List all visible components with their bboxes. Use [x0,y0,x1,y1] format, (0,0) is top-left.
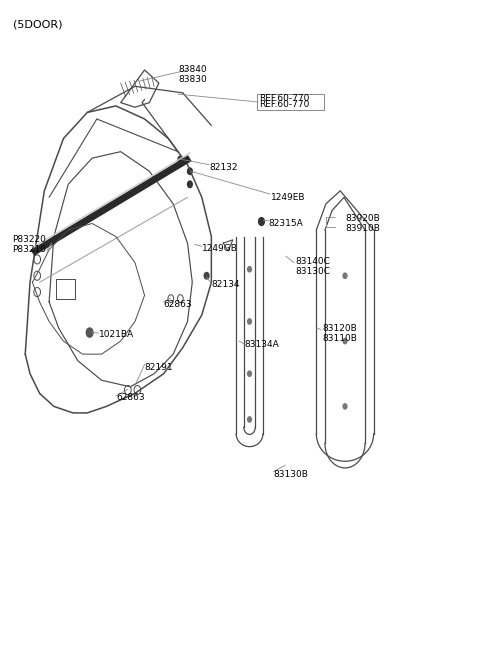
Text: P83220
P83210: P83220 P83210 [12,235,46,254]
Circle shape [343,404,347,409]
Text: 62863: 62863 [116,394,144,402]
Circle shape [188,168,192,174]
Text: 83130B: 83130B [274,470,308,479]
Text: 82134: 82134 [211,279,240,289]
Text: 82191: 82191 [144,363,173,372]
Circle shape [248,266,252,272]
Circle shape [248,319,252,324]
Circle shape [248,371,252,377]
Text: 82132: 82132 [209,163,238,173]
Circle shape [204,272,209,279]
Circle shape [178,156,183,163]
Text: REF.60-770: REF.60-770 [259,100,310,109]
Circle shape [188,181,192,188]
Text: (5DOOR): (5DOOR) [13,20,63,30]
Text: REF.60-770: REF.60-770 [259,94,310,103]
Text: 1249EB: 1249EB [271,193,305,202]
Text: 83840
83830: 83840 83830 [178,65,207,84]
Text: 83140C
83130C: 83140C 83130C [295,257,330,276]
Text: 83920B
83910B: 83920B 83910B [345,214,380,233]
Text: 1249GB: 1249GB [202,244,238,253]
Circle shape [343,338,347,344]
Text: 1021BA: 1021BA [99,330,134,339]
Circle shape [343,273,347,278]
Text: 82315A: 82315A [269,219,303,228]
Text: 83134A: 83134A [245,340,279,350]
Circle shape [86,328,93,337]
FancyBboxPatch shape [257,94,324,110]
Text: 62863: 62863 [164,300,192,309]
Circle shape [248,417,252,422]
Text: 83120B
83110B: 83120B 83110B [322,323,357,343]
Circle shape [259,218,264,226]
